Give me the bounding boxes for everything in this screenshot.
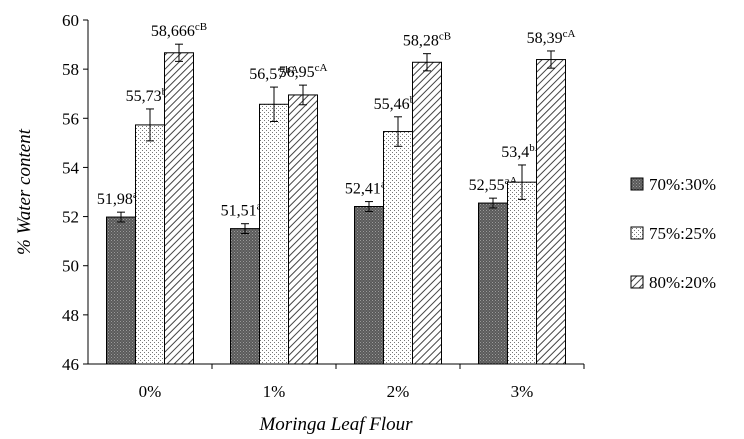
bar — [135, 124, 165, 365]
x-tick-label: 2% — [387, 382, 410, 401]
y-tick-label: 54 — [62, 158, 80, 177]
data-label-value: 55,73 — [126, 88, 162, 105]
data-label-superscript: cB — [195, 21, 207, 33]
y-tick-label: 46 — [62, 355, 79, 374]
y-tick-label: 52 — [62, 208, 79, 227]
data-label-value: 56,95 — [279, 64, 315, 81]
y-tick-label: 60 — [62, 11, 79, 30]
x-tick-label: 3% — [511, 382, 534, 401]
data-label-value: 52,55 — [469, 177, 505, 194]
data-label-superscript: cA — [315, 62, 328, 74]
data-label: 56,57bA — [249, 64, 299, 83]
bar — [230, 228, 260, 365]
data-label-superscript: bA — [285, 64, 299, 76]
data-label-value: 51,51 — [221, 203, 257, 220]
data-label-superscript: cB — [439, 31, 451, 43]
legend-label: 80%:20% — [649, 273, 716, 292]
data-label-value: 53,4 — [501, 144, 529, 161]
bar — [259, 103, 289, 365]
x-tick-label: 0% — [139, 382, 162, 401]
bar — [412, 61, 442, 365]
data-label-value: 58,39 — [527, 30, 563, 47]
y-axis-title: % Water content — [14, 128, 35, 255]
bar — [288, 94, 318, 365]
data-label-value: 55,46 — [374, 96, 410, 113]
data-label-value: 58,28 — [403, 33, 439, 50]
data-label-superscript: cA — [563, 28, 576, 40]
bar — [507, 181, 537, 365]
bar — [383, 131, 413, 365]
data-label: 58,28cB — [403, 31, 451, 50]
x-axis-title: Moringa Leaf Flour — [258, 414, 413, 435]
data-label: 58,666cB — [151, 21, 207, 40]
bar — [478, 202, 508, 365]
y-tick-label: 58 — [62, 60, 79, 79]
data-label: 58,39cA — [527, 28, 576, 47]
y-tick-label: 56 — [62, 109, 79, 128]
data-label: 56,95cA — [279, 62, 328, 81]
legend-label: 75%:25% — [649, 224, 716, 243]
data-label-value: 52,41 — [345, 181, 381, 198]
x-tick-label: 1% — [263, 382, 286, 401]
bar — [164, 52, 194, 365]
legend-swatch — [630, 275, 644, 289]
y-tick-label: 50 — [62, 257, 79, 276]
data-label-value: 56,57 — [249, 66, 285, 83]
legend: 70%:30% 75%:25% 80%:20% — [630, 175, 716, 292]
legend-swatch — [630, 177, 644, 191]
y-tick-label: 48 — [62, 306, 79, 325]
data-label-value: 51,98 — [97, 191, 133, 208]
bar — [536, 59, 566, 365]
bar — [354, 205, 384, 365]
data-label-value: 58,666 — [151, 23, 195, 40]
legend-swatch — [630, 226, 644, 240]
legend-label: 70%:30% — [649, 175, 716, 194]
bar — [106, 216, 136, 365]
